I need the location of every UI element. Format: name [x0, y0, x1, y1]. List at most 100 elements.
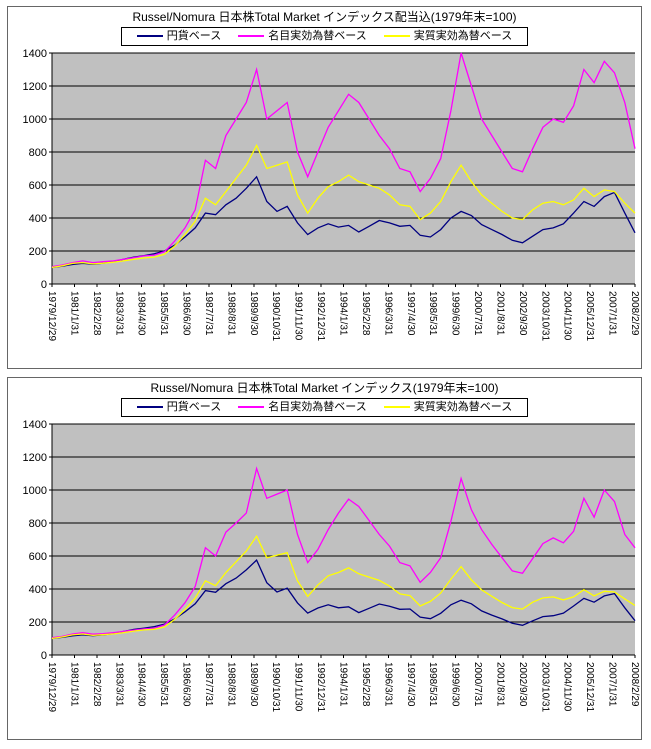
legend: 円貨ベース 名目実効為替ベース 実質実効為替ベース	[8, 26, 641, 47]
x-tick-label: 1988/8/31	[225, 662, 236, 707]
legend-line-sample	[136, 406, 163, 409]
legend-label: 実質実効為替ベース	[413, 401, 513, 413]
legend-label: 円貨ベース	[166, 30, 222, 42]
legend-line-sample	[383, 406, 410, 409]
y-tick-label: 800	[29, 147, 47, 159]
chart-total-market: Russel/Nomura 日本株Total Market インデックス(197…	[7, 377, 642, 740]
x-tick-label: 1996/3/31	[382, 662, 393, 707]
plot-area: 0 200 400 600 800 1000 1200 1400 1979/12/29 1981/…	[23, 48, 640, 341]
x-tick-label: 1989/9/30	[248, 291, 259, 336]
x-tick-label: 1981/1/31	[68, 291, 79, 336]
legend-line-sample	[136, 35, 163, 38]
x-tick-label: 1987/7/31	[203, 291, 214, 336]
x-tick-label: 1984/4/30	[136, 662, 147, 707]
legend-item-yen-base: 円貨ベース	[136, 30, 222, 42]
x-tick-label: 2004/11/30	[562, 291, 573, 341]
x-tick-label: 1989/9/30	[248, 662, 259, 707]
x-tick-label: 1982/2/28	[91, 662, 102, 707]
x-tick-label: 2008/2/29	[629, 291, 640, 336]
x-tick-label: 1994/1/31	[338, 662, 349, 707]
chart-total-market-with-dividends: Russel/Nomura 日本株Total Market インデックス配当込(…	[7, 6, 642, 369]
y-tick-label: 400	[29, 584, 47, 596]
x-tick-label: 2007/1/31	[607, 291, 618, 336]
series-line	[51, 175, 636, 269]
legend-label: 名目実効為替ベース	[268, 401, 367, 413]
x-tick-label: 1995/2/28	[360, 662, 371, 707]
x-tick-label: 1988/8/31	[225, 291, 236, 336]
y-tick-label: 1400	[23, 48, 47, 60]
y-tick-label: 0	[41, 279, 47, 291]
x-tick-label: 1991/11/30	[293, 291, 304, 341]
y-tick-label: 1400	[23, 419, 47, 431]
legend-label: 円貨ベース	[166, 401, 222, 413]
y-tick-label: 1200	[23, 452, 47, 464]
plot-area: 0 200 400 600 800 1000 1200 1400 1979/12/29 1981/…	[23, 419, 640, 712]
x-tick-label: 1986/6/30	[181, 291, 192, 336]
series-line	[51, 534, 636, 640]
series-line	[51, 52, 636, 268]
x-tick-label: 2002/9/30	[517, 662, 528, 707]
legend-item-nominal-fx-base: 名目実効為替ベース	[238, 401, 367, 413]
y-tick-label: 0	[41, 650, 47, 662]
legend-label: 名目実効為替ベース	[268, 30, 367, 42]
x-tick-label: 1997/4/30	[405, 662, 416, 707]
x-tick-label: 1979/12/29	[46, 291, 57, 341]
x-tick-label: 2007/1/31	[607, 662, 618, 707]
legend-line-sample	[238, 35, 265, 38]
x-tick-label: 1982/2/28	[91, 291, 102, 336]
x-tick-label: 1983/3/31	[113, 291, 124, 336]
x-tick-label: 1984/4/30	[136, 291, 147, 336]
x-tick-label: 2001/8/31	[494, 662, 505, 707]
x-tick-label: 1979/12/29	[46, 662, 57, 712]
y-tick-label: 1000	[23, 485, 47, 497]
x-tick-label: 2005/12/31	[584, 662, 595, 712]
y-tick-label: 400	[29, 213, 47, 225]
y-tick-label: 600	[29, 180, 47, 192]
y-tick-label: 600	[29, 551, 47, 563]
y-tick-label: 200	[29, 246, 47, 258]
x-tick-label: 2004/11/30	[562, 662, 573, 712]
series-line	[51, 143, 636, 269]
y-tick-label: 1000	[23, 114, 47, 126]
x-tick-label: 1998/5/31	[427, 662, 438, 707]
x-tick-label: 2001/8/31	[494, 291, 505, 336]
legend-item-real-fx-base: 実質実効為替ベース	[383, 401, 513, 413]
x-tick-label: 1985/5/31	[158, 291, 169, 336]
x-tick-label: 1992/12/31	[315, 291, 326, 341]
legend-line-sample	[238, 406, 265, 409]
chart-title: Russel/Nomura 日本株Total Market インデックス配当込(…	[132, 10, 517, 24]
y-tick-label: 800	[29, 518, 47, 530]
x-tick-label: 1998/5/31	[427, 291, 438, 336]
plot-background	[52, 424, 635, 655]
x-tick-label: 1987/7/31	[203, 662, 214, 707]
legend-item-nominal-fx-base: 名目実効為替ベース	[238, 30, 367, 42]
x-tick-label: 2003/10/31	[539, 662, 550, 712]
x-tick-label: 2000/7/31	[472, 662, 483, 707]
legend: 円貨ベース 名目実効為替ベース 実質実効為替ベース	[8, 397, 641, 418]
x-tick-label: 1986/6/30	[181, 662, 192, 707]
legend-box: 円貨ベース 名目実効為替ベース 実質実効為替ベース	[120, 27, 529, 46]
x-tick-label: 1992/12/31	[315, 662, 326, 712]
chart-title: Russel/Nomura 日本株Total Market インデックス(197…	[150, 381, 499, 395]
x-tick-label: 1995/2/28	[360, 291, 371, 336]
legend-item-yen-base: 円貨ベース	[136, 401, 222, 413]
x-tick-label: 1999/6/30	[450, 291, 461, 336]
x-tick-label: 1983/3/31	[113, 662, 124, 707]
x-tick-label: 1996/3/31	[382, 291, 393, 336]
x-tick-label: 1994/1/31	[338, 291, 349, 336]
x-tick-label: 2005/12/31	[584, 291, 595, 341]
x-tick-label: 1990/10/31	[270, 291, 281, 341]
plot-background	[52, 53, 635, 284]
legend-box: 円貨ベース 名目実効為替ベース 実質実効為替ベース	[120, 398, 529, 417]
legend-label: 実質実効為替ベース	[413, 30, 513, 42]
y-tick-label: 1200	[23, 81, 47, 93]
x-tick-label: 2008/2/29	[629, 662, 640, 707]
x-tick-label: 1997/4/30	[405, 291, 416, 336]
series-line	[51, 558, 636, 640]
x-tick-label: 2003/10/31	[539, 291, 550, 341]
x-tick-label: 1991/11/30	[293, 662, 304, 712]
series-line	[51, 466, 636, 639]
x-tick-label: 1990/10/31	[270, 662, 281, 712]
x-tick-label: 1981/1/31	[68, 662, 79, 707]
